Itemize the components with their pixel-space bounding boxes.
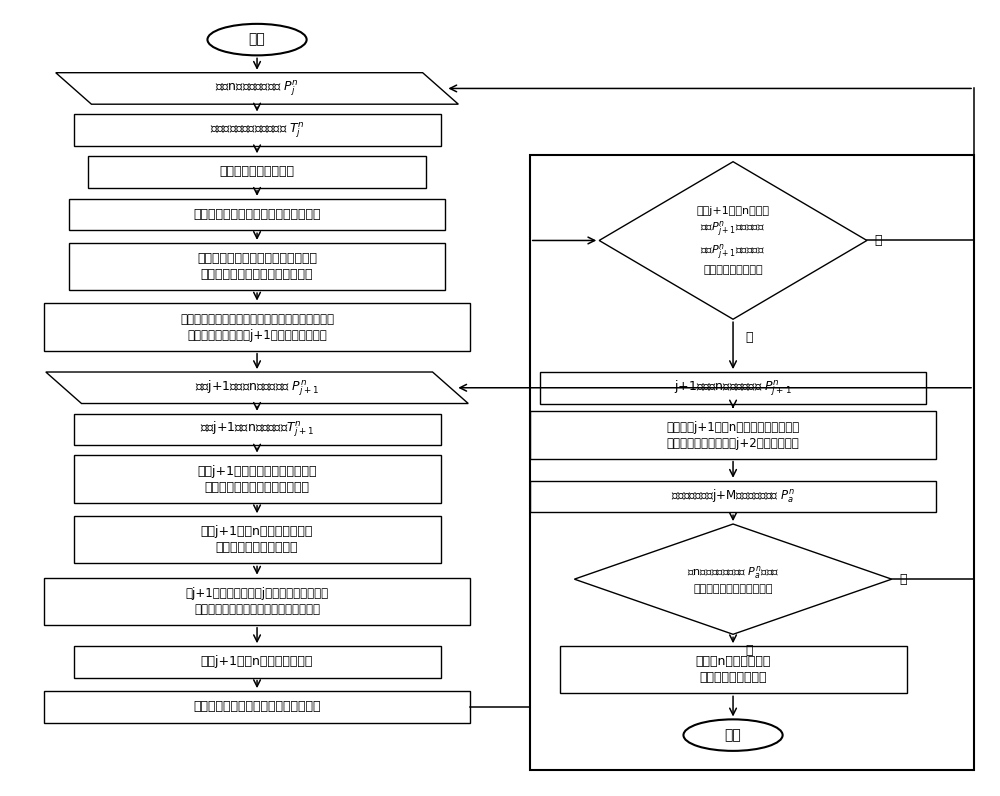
Text: 求解此时井底处各相的速度、体积分数、密度，并
作为下一空间节点（j+1节点）的已知参数: 求解此时井底处各相的速度、体积分数、密度，并 作为下一空间节点（j+1节点）的已… bbox=[180, 313, 334, 341]
Text: 是: 是 bbox=[745, 331, 752, 344]
Text: 假设n时刻的井底压力 $P_j^n$: 假设n时刻的井底压力 $P_j^n$ bbox=[215, 79, 299, 98]
FancyBboxPatch shape bbox=[69, 243, 445, 290]
FancyBboxPatch shape bbox=[69, 199, 445, 230]
FancyBboxPatch shape bbox=[530, 412, 936, 458]
FancyBboxPatch shape bbox=[74, 414, 441, 445]
FancyBboxPatch shape bbox=[44, 578, 470, 625]
FancyBboxPatch shape bbox=[540, 372, 926, 404]
Text: 判断j+1节点是否位于产层，并求
取此节点此时刻地层各相的产量: 判断j+1节点是否位于产层，并求 取此节点此时刻地层各相的产量 bbox=[197, 465, 317, 494]
Text: 否: 否 bbox=[875, 234, 882, 247]
Text: 计算井底处环空内流体温度 $T_j^n$: 计算井底处环空内流体温度 $T_j^n$ bbox=[210, 120, 304, 140]
Ellipse shape bbox=[683, 720, 783, 751]
Text: 将求出的j+1节点n时刻的各相参数作为
已知，继续下一节点（j+2节点）的计算: 将求出的j+1节点n时刻的各相参数作为 已知，继续下一节点（j+2节点）的计算 bbox=[666, 420, 800, 450]
Text: 重复至井口节点j+M，得到井口回压 $P_a^n$: 重复至井口节点j+M，得到井口回压 $P_a^n$ bbox=[671, 488, 795, 505]
Text: 由连续性方程求解各相速度、体积分数: 由连续性方程求解各相速度、体积分数 bbox=[193, 700, 321, 713]
FancyBboxPatch shape bbox=[74, 115, 441, 146]
FancyBboxPatch shape bbox=[74, 516, 441, 564]
Text: 求解地层中各相的产量: 求解地层中各相的产量 bbox=[220, 166, 295, 178]
Ellipse shape bbox=[207, 24, 307, 56]
Polygon shape bbox=[574, 524, 892, 634]
Text: 计算j+1节点n时刻的相态，并
计算此时此节点的溶解度: 计算j+1节点n时刻的相态，并 计算此时此节点的溶解度 bbox=[201, 525, 313, 554]
Text: 假设j+1节点处n时刻的压力 $P_{j+1}^n$: 假设j+1节点处n时刻的压力 $P_{j+1}^n$ bbox=[195, 378, 319, 397]
Text: 否: 否 bbox=[900, 572, 907, 586]
Polygon shape bbox=[46, 372, 468, 404]
FancyBboxPatch shape bbox=[530, 481, 936, 512]
Text: 结束: 结束 bbox=[725, 728, 741, 742]
Text: 是: 是 bbox=[745, 644, 752, 657]
Text: 将j+1节点的溶解度与j节点的溶解度进行比
较，判断两节点间的溶解气相的析出质量: 将j+1节点的溶解度与j节点的溶解度进行比 较，判断两节点间的溶解气相的析出质量 bbox=[185, 587, 329, 616]
FancyBboxPatch shape bbox=[560, 646, 907, 693]
Text: 求解j+1节点n时刻的
压力$P_{j+1}^n$，并与假设
压力$P_{j+1}^n$比较，是否
在误差允许范围之内: 求解j+1节点n时刻的 压力$P_{j+1}^n$，并与假设 压力$P_{j+1… bbox=[697, 206, 770, 275]
Text: 判断气体的相态并计算井底处的溶解度: 判断气体的相态并计算井底处的溶解度 bbox=[193, 208, 321, 221]
FancyBboxPatch shape bbox=[44, 303, 470, 351]
FancyBboxPatch shape bbox=[74, 455, 441, 503]
FancyBboxPatch shape bbox=[88, 156, 426, 188]
Polygon shape bbox=[56, 72, 458, 104]
Text: 与n时刻已知井口回压 $P_a^n$比较，
判断两者是否在误差范围内: 与n时刻已知井口回压 $P_a^n$比较， 判断两者是否在误差范围内 bbox=[687, 564, 779, 594]
Text: 开始: 开始 bbox=[249, 33, 265, 47]
Text: j+1节点处n时刻的压力为 $P_{j+1}^n$: j+1节点处n时刻的压力为 $P_{j+1}^n$ bbox=[674, 378, 792, 397]
FancyBboxPatch shape bbox=[44, 691, 470, 723]
Polygon shape bbox=[599, 162, 867, 319]
Text: 假设的n时刻井底压力
即为当前的井底压力: 假设的n时刻井底压力 即为当前的井底压力 bbox=[695, 655, 771, 685]
Text: 求解j+1节点n时刻各相的密度: 求解j+1节点n时刻各相的密度 bbox=[201, 655, 313, 669]
Text: 计算j+1节点n时刻的温度$T_{j+1}^n$: 计算j+1节点n时刻的温度$T_{j+1}^n$ bbox=[200, 419, 314, 439]
Text: 比较地层产出气体相的产量与溶解度
，确定各相气体在井底的溶解质量: 比较地层产出气体相的产量与溶解度 ，确定各相气体在井底的溶解质量 bbox=[197, 252, 317, 281]
FancyBboxPatch shape bbox=[74, 646, 441, 677]
